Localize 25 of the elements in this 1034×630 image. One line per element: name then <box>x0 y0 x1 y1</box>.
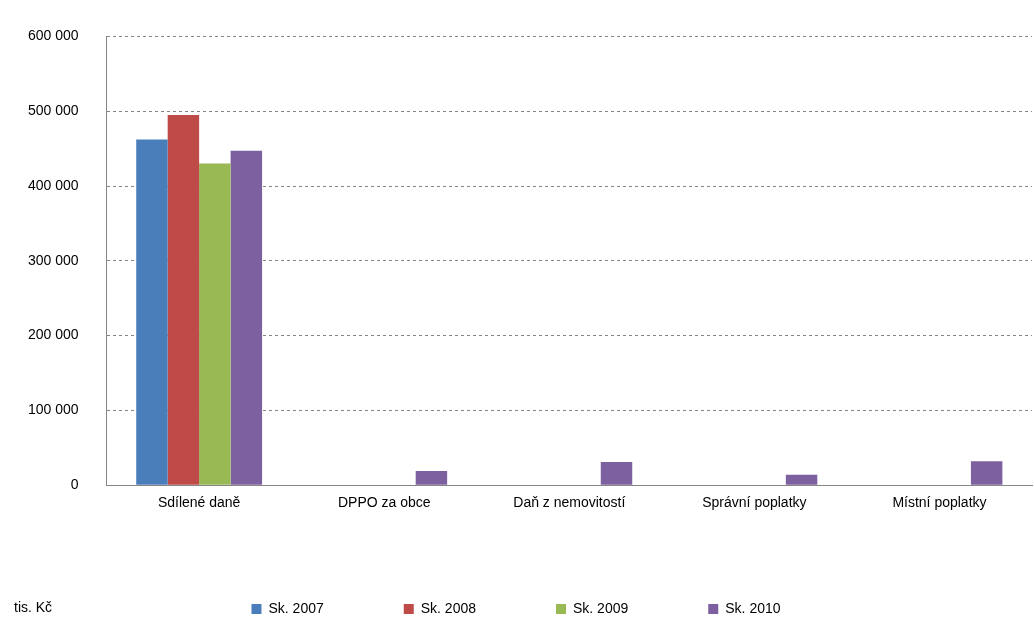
bar <box>199 163 231 485</box>
x-tick-label: Místní poplatky <box>892 494 987 511</box>
y-tick-label: 200 000 <box>28 326 79 343</box>
bar <box>230 150 263 485</box>
x-tick-label: Daň z nemovitostí <box>513 494 626 511</box>
y-tick-label: 600 000 <box>28 27 79 44</box>
bar <box>600 462 633 485</box>
bar <box>167 114 200 485</box>
y-tick-label: 0 <box>70 476 79 493</box>
bar <box>785 474 818 485</box>
text: tis. Kč <box>14 598 53 615</box>
y-tick-label: 100 000 <box>28 401 79 418</box>
y-tick-label: 500 000 <box>28 102 79 119</box>
legend-label: Sk. 2008 <box>420 599 477 616</box>
y-tick-label: 300 000 <box>28 251 79 268</box>
legend-label: Sk. 2007 <box>268 599 324 616</box>
x-tick-label: Správní poplatky <box>702 494 807 511</box>
x-tick-label: Sdílené daně <box>157 494 241 511</box>
legend-label: Sk. 2009 <box>573 599 629 616</box>
y-tick-label: 400 000 <box>28 176 79 193</box>
bar <box>415 470 448 485</box>
bar <box>970 461 1003 485</box>
bar <box>136 139 168 485</box>
legend-label: Sk. 2010 <box>725 599 781 616</box>
x-tick-label: DPPO za obce <box>337 494 431 511</box>
